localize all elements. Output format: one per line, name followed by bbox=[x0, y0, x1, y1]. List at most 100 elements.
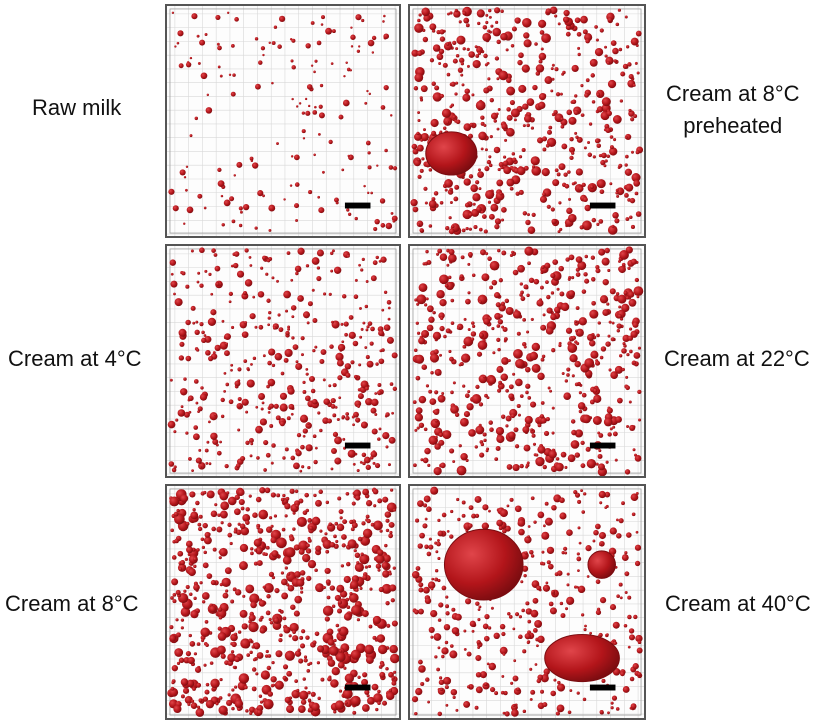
fat-droplet bbox=[615, 191, 619, 195]
fat-droplet bbox=[441, 585, 447, 591]
fat-droplet bbox=[611, 321, 615, 325]
fat-droplet bbox=[182, 687, 190, 694]
fat-droplet bbox=[234, 17, 239, 22]
fat-droplet bbox=[305, 635, 310, 640]
fat-droplet bbox=[533, 278, 540, 285]
fat-droplet bbox=[294, 182, 300, 187]
fat-droplet bbox=[233, 529, 238, 534]
fat-droplet bbox=[180, 607, 191, 617]
fat-droplet bbox=[414, 23, 424, 33]
fat-droplet bbox=[283, 357, 289, 363]
fat-droplet bbox=[284, 503, 291, 510]
fat-droplet bbox=[500, 9, 504, 14]
fat-droplet bbox=[445, 281, 455, 291]
fat-droplet bbox=[311, 702, 320, 711]
fat-droplet bbox=[311, 398, 318, 405]
fat-droplet bbox=[296, 688, 300, 693]
fat-droplet bbox=[228, 73, 232, 77]
fat-droplet bbox=[485, 20, 489, 25]
fat-droplet bbox=[260, 46, 266, 51]
fat-droplet bbox=[243, 321, 248, 325]
fat-droplet bbox=[518, 189, 524, 195]
label-cream-22c: Cream at 22°C bbox=[664, 346, 810, 371]
micrograph-cream-4c bbox=[167, 246, 399, 476]
fat-droplet bbox=[379, 198, 386, 204]
fat-droplet bbox=[199, 283, 204, 288]
fat-droplet bbox=[617, 314, 622, 319]
fat-droplet bbox=[538, 52, 547, 61]
fat-droplet bbox=[467, 262, 471, 266]
fat-droplet bbox=[550, 67, 554, 71]
fat-droplet bbox=[295, 219, 299, 222]
fat-droplet bbox=[369, 341, 374, 346]
fat-droplet bbox=[593, 394, 602, 403]
fat-droplet bbox=[490, 606, 494, 610]
fat-droplet bbox=[437, 248, 443, 254]
fat-droplet bbox=[480, 115, 485, 120]
fat-droplet bbox=[427, 581, 436, 589]
fat-droplet bbox=[384, 511, 392, 518]
fat-droplet bbox=[567, 710, 572, 715]
label-cream-8c-preheated: Cream at 8°C preheated bbox=[666, 78, 800, 142]
fat-droplet bbox=[575, 272, 581, 277]
fat-droplet bbox=[544, 517, 553, 526]
fat-droplet bbox=[551, 348, 556, 353]
fat-droplet bbox=[577, 569, 580, 573]
fat-droplet bbox=[607, 17, 613, 23]
fat-droplet bbox=[625, 375, 629, 379]
fat-droplet bbox=[183, 222, 186, 225]
fat-droplet bbox=[598, 449, 602, 453]
fat-droplet bbox=[217, 45, 222, 51]
fat-droplet bbox=[494, 292, 501, 299]
fat-droplet bbox=[608, 547, 617, 556]
fat-droplet bbox=[172, 205, 179, 212]
fat-droplet bbox=[433, 633, 442, 641]
fat-droplet bbox=[217, 167, 222, 173]
fat-droplet bbox=[365, 464, 372, 471]
fat-droplet bbox=[603, 417, 613, 427]
fat-droplet bbox=[628, 298, 637, 307]
fat-droplet bbox=[206, 93, 210, 97]
fat-droplet bbox=[282, 664, 289, 670]
fat-droplet bbox=[456, 326, 460, 330]
fat-droplet bbox=[208, 462, 212, 466]
fat-droplet bbox=[240, 506, 245, 511]
fat-droplet bbox=[189, 134, 193, 138]
fat-droplet bbox=[560, 124, 565, 129]
fat-droplet bbox=[346, 208, 350, 212]
fat-droplet bbox=[449, 644, 454, 648]
fat-droplet bbox=[526, 98, 535, 106]
fat-droplet bbox=[560, 613, 566, 619]
fat-droplet bbox=[185, 650, 192, 657]
fat-droplet bbox=[419, 168, 424, 173]
fat-droplet bbox=[323, 292, 327, 296]
fat-droplet bbox=[630, 330, 638, 338]
fat-droplet bbox=[195, 401, 199, 405]
fat-droplet bbox=[195, 500, 200, 506]
fat-droplet bbox=[216, 42, 220, 46]
fat-droplet bbox=[580, 489, 583, 493]
fat-droplet bbox=[563, 392, 572, 401]
fat-droplet bbox=[386, 623, 391, 628]
fat-droplet bbox=[475, 54, 480, 58]
fat-droplet bbox=[449, 448, 455, 454]
fat-droplet bbox=[264, 552, 268, 557]
fat-droplet bbox=[498, 70, 509, 81]
fat-droplet bbox=[515, 378, 523, 387]
fat-droplet bbox=[248, 638, 253, 643]
fat-droplet bbox=[334, 436, 342, 445]
fat-droplet bbox=[497, 248, 501, 253]
fat-droplet bbox=[591, 217, 597, 223]
fat-droplet bbox=[629, 424, 636, 432]
fat-droplet bbox=[208, 272, 212, 277]
fat-droplet bbox=[566, 529, 573, 537]
fat-droplet bbox=[259, 627, 266, 634]
fat-droplet bbox=[359, 586, 363, 591]
fat-droplet bbox=[196, 348, 200, 352]
fat-droplet bbox=[502, 711, 506, 715]
fat-droplet bbox=[574, 382, 579, 387]
fat-droplet bbox=[385, 666, 389, 671]
fat-droplet bbox=[375, 554, 385, 564]
fat-droplet bbox=[214, 265, 221, 272]
droplets bbox=[167, 247, 398, 473]
